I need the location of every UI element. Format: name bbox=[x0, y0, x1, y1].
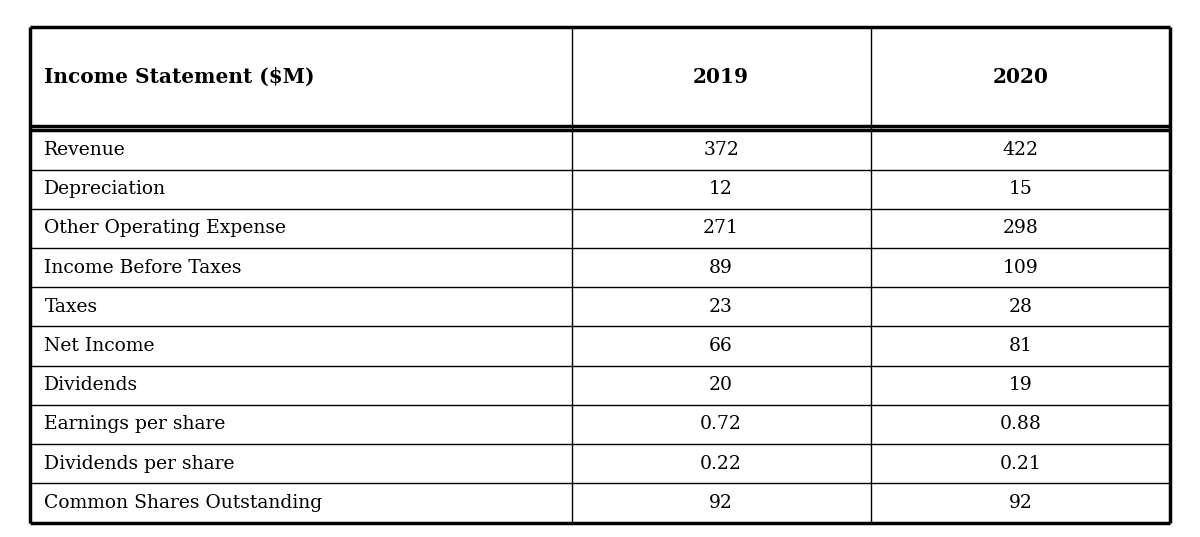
Text: 66: 66 bbox=[709, 337, 733, 355]
Text: 23: 23 bbox=[709, 298, 733, 316]
Text: 92: 92 bbox=[709, 494, 733, 512]
Text: 20: 20 bbox=[709, 376, 733, 394]
Text: 0.72: 0.72 bbox=[700, 416, 742, 433]
Text: Depreciation: Depreciation bbox=[44, 180, 167, 198]
Text: Dividends per share: Dividends per share bbox=[44, 455, 235, 473]
Text: 0.88: 0.88 bbox=[1000, 416, 1042, 433]
Text: Earnings per share: Earnings per share bbox=[44, 416, 226, 433]
Text: 0.21: 0.21 bbox=[1000, 455, 1042, 473]
Text: 422: 422 bbox=[1002, 141, 1038, 159]
Text: Taxes: Taxes bbox=[44, 298, 97, 316]
Text: 15: 15 bbox=[1008, 180, 1032, 198]
Text: Other Operating Expense: Other Operating Expense bbox=[44, 220, 287, 237]
Text: 92: 92 bbox=[1008, 494, 1032, 512]
Text: 12: 12 bbox=[709, 180, 733, 198]
Text: Revenue: Revenue bbox=[44, 141, 126, 159]
Text: 2019: 2019 bbox=[694, 67, 749, 86]
Text: Income Before Taxes: Income Before Taxes bbox=[44, 259, 242, 277]
Text: 2020: 2020 bbox=[992, 67, 1049, 86]
Text: Net Income: Net Income bbox=[44, 337, 155, 355]
Text: 109: 109 bbox=[1002, 259, 1038, 277]
Text: 271: 271 bbox=[703, 220, 739, 237]
Text: 0.22: 0.22 bbox=[700, 455, 742, 473]
Text: 298: 298 bbox=[1002, 220, 1038, 237]
Text: Income Statement ($M): Income Statement ($M) bbox=[44, 67, 314, 86]
Text: 19: 19 bbox=[1008, 376, 1032, 394]
Text: 372: 372 bbox=[703, 141, 739, 159]
Text: Common Shares Outstanding: Common Shares Outstanding bbox=[44, 494, 323, 512]
Text: Dividends: Dividends bbox=[44, 376, 138, 394]
Text: 89: 89 bbox=[709, 259, 733, 277]
Text: 28: 28 bbox=[1008, 298, 1032, 316]
Text: 81: 81 bbox=[1008, 337, 1032, 355]
